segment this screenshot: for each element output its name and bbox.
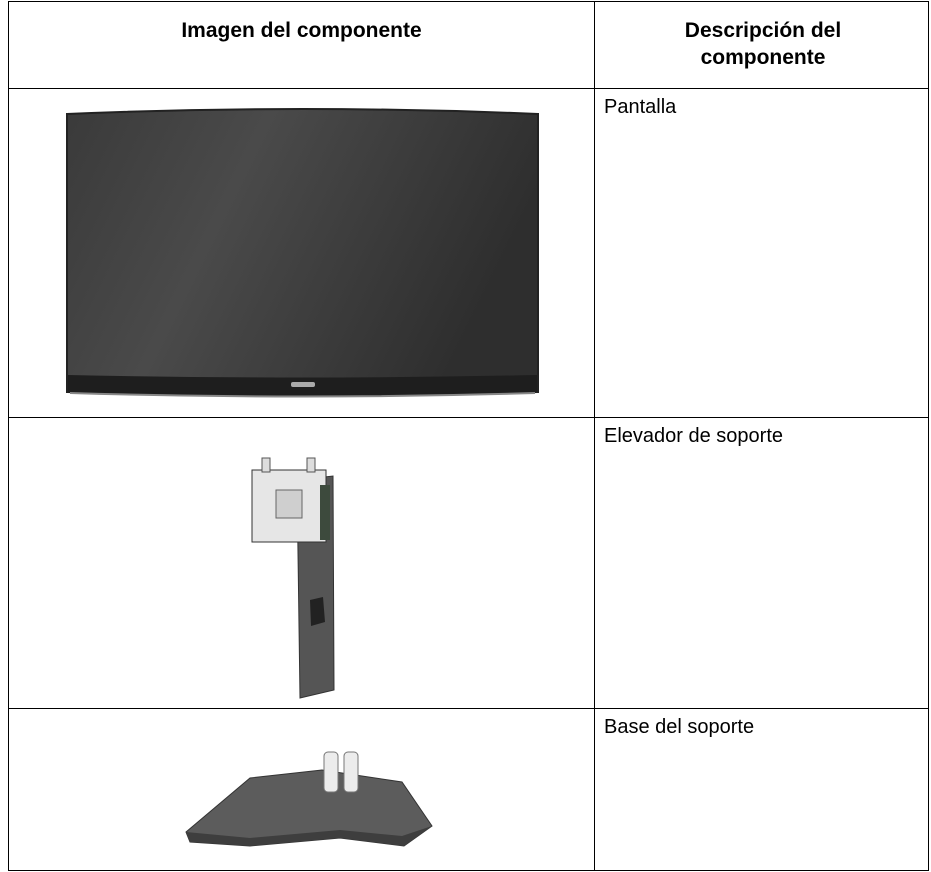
column-header: Imagen del componente [181,19,422,42]
monitor-image [66,108,539,398]
component-description: Elevador de soporte [604,425,784,447]
stand-riser-image [251,457,335,699]
table-border [8,417,929,418]
table-border [8,1,929,2]
table-border [8,88,929,89]
table-border [594,1,595,871]
table-border [928,1,929,871]
component-description: Pantalla [604,96,677,118]
table-border [8,870,929,871]
table-border [8,708,929,709]
stand-base-image [185,751,433,847]
component-description: Base del soporte [604,716,755,738]
column-header: Descripción del componente [684,19,842,69]
table-border [8,1,9,871]
